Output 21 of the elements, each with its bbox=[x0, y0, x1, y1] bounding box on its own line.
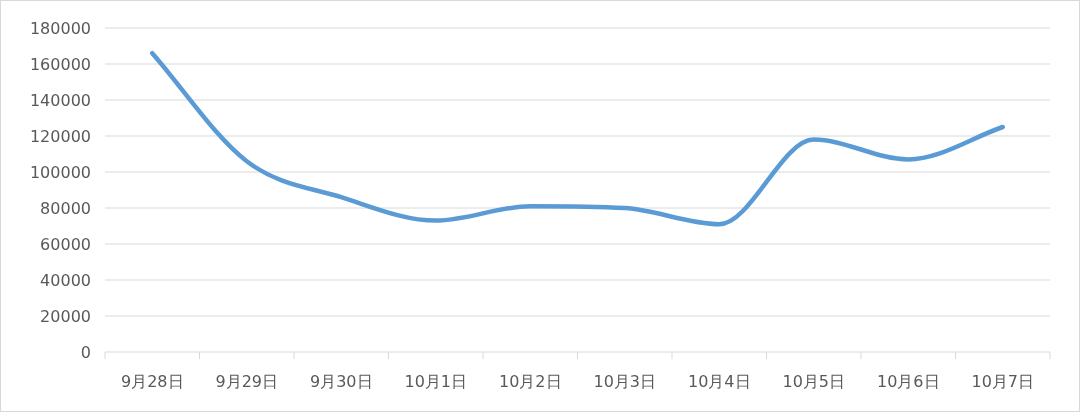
line-series bbox=[150, 50, 1005, 227]
x-tick-label: 9月28日 bbox=[120, 372, 184, 391]
x-tick-label: 10月3日 bbox=[593, 372, 657, 391]
y-tick-label: 20000 bbox=[40, 307, 91, 326]
y-tick-label: 180000 bbox=[29, 19, 91, 38]
x-tick-label: 10月2日 bbox=[498, 372, 562, 391]
y-tick-label: 100000 bbox=[29, 163, 91, 182]
x-tick-label: 10月4日 bbox=[687, 372, 751, 391]
x-tick-label: 10月5日 bbox=[782, 372, 846, 391]
x-tick-label: 10月6日 bbox=[876, 372, 940, 391]
y-tick-label: 0 bbox=[80, 343, 91, 362]
x-tick-label: 9月30日 bbox=[309, 372, 373, 391]
y-tick-label: 60000 bbox=[40, 235, 91, 254]
x-tick-label: 10月1日 bbox=[404, 372, 468, 391]
y-tick-label: 40000 bbox=[40, 271, 91, 290]
y-tick-label: 160000 bbox=[29, 55, 91, 74]
y-tick-label: 120000 bbox=[29, 127, 91, 146]
y-tick-label: 80000 bbox=[40, 199, 91, 218]
x-tick-label: 10月7日 bbox=[971, 372, 1035, 391]
y-tick-label: 140000 bbox=[29, 91, 91, 110]
x-tick-label: 9月29日 bbox=[215, 372, 279, 391]
